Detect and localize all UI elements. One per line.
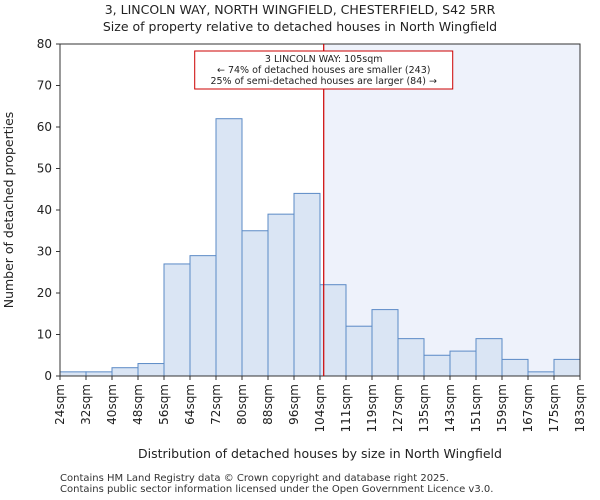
bar-32sqm	[85, 371, 113, 377]
x-tick-label-175sqm: 175sqm	[547, 384, 561, 432]
chart-subtitle: Size of property relative to detached ho…	[102, 19, 498, 34]
x-tick-label-88sqm: 88sqm	[261, 384, 275, 425]
x-axis-label: Distribution of detached houses by size …	[138, 446, 502, 461]
x-tick-label-96sqm: 96sqm	[287, 384, 301, 425]
x-tick-label-64sqm: 64sqm	[183, 384, 197, 425]
bar-119sqm	[371, 309, 399, 377]
bar-159sqm	[501, 358, 529, 377]
x-tick-label-48sqm: 48sqm	[131, 384, 145, 425]
bar-40sqm	[111, 367, 139, 377]
x-tick-label-143sqm: 143sqm	[443, 384, 457, 432]
x-tick-label-119sqm: 119sqm	[365, 384, 379, 432]
bar-88sqm	[267, 213, 295, 377]
x-tick-label-32sqm: 32sqm	[79, 384, 93, 425]
bar-72sqm	[215, 118, 243, 377]
x-tick-label-80sqm: 80sqm	[235, 384, 249, 425]
annotation-line-1: 3 LINCOLN WAY: 105sqm	[265, 54, 383, 65]
y-tick-label-40: 40	[37, 203, 52, 217]
x-tick-label-167sqm: 167sqm	[521, 384, 535, 432]
y-tick-label-10: 10	[37, 328, 52, 342]
y-tick-label-50: 50	[37, 162, 52, 176]
x-tick-label-135sqm: 135sqm	[417, 384, 431, 432]
y-tick-label-80: 80	[37, 37, 52, 51]
annotation-line-3: 25% of semi-detached houses are larger (…	[210, 76, 437, 87]
y-tick-label-30: 30	[37, 245, 52, 259]
y-axis-label: Number of detached properties	[1, 112, 16, 309]
footer-line-1: Contains HM Land Registry data © Crown c…	[60, 473, 449, 484]
bar-104sqm	[319, 284, 347, 377]
highlight-region	[323, 44, 580, 376]
bar-143sqm	[449, 350, 477, 377]
bar-167sqm	[527, 371, 555, 377]
annotation-line-2: ← 74% of detached houses are smaller (24…	[217, 65, 430, 76]
y-tick-label-70: 70	[37, 79, 52, 93]
bar-111sqm	[345, 325, 373, 377]
y-tick-label-20: 20	[37, 286, 52, 300]
bar-24sqm	[59, 371, 87, 377]
bar-80sqm	[241, 230, 269, 377]
annotation-box	[194, 50, 454, 90]
x-tick-label-104sqm: 104sqm	[313, 384, 327, 432]
chart-title: 3, LINCOLN WAY, NORTH WINGFIELD, CHESTER…	[104, 2, 496, 17]
x-tick-label-72sqm: 72sqm	[209, 384, 223, 425]
x-tick-label-24sqm: 24sqm	[53, 384, 67, 425]
bar-175sqm	[553, 358, 581, 377]
bar-151sqm	[475, 338, 503, 377]
footer-line-2: Contains public sector information licen…	[60, 484, 494, 495]
bar-96sqm	[293, 192, 321, 377]
bar-48sqm	[137, 363, 165, 377]
x-tick-label-40sqm: 40sqm	[105, 384, 119, 425]
bar-64sqm	[189, 255, 217, 377]
x-tick-label-127sqm: 127sqm	[391, 384, 405, 432]
bar-56sqm	[163, 263, 191, 377]
x-tick-label-151sqm: 151sqm	[469, 384, 483, 432]
bar-135sqm	[423, 354, 451, 377]
x-tick-label-111sqm: 111sqm	[339, 384, 353, 432]
y-tick-label-60: 60	[37, 120, 52, 134]
x-tick-label-159sqm: 159sqm	[495, 384, 509, 432]
bar-127sqm	[397, 338, 425, 377]
x-tick-label-183sqm: 183sqm	[573, 384, 587, 432]
x-tick-label-56sqm: 56sqm	[157, 384, 171, 425]
y-tick-label-0: 0	[44, 369, 52, 383]
